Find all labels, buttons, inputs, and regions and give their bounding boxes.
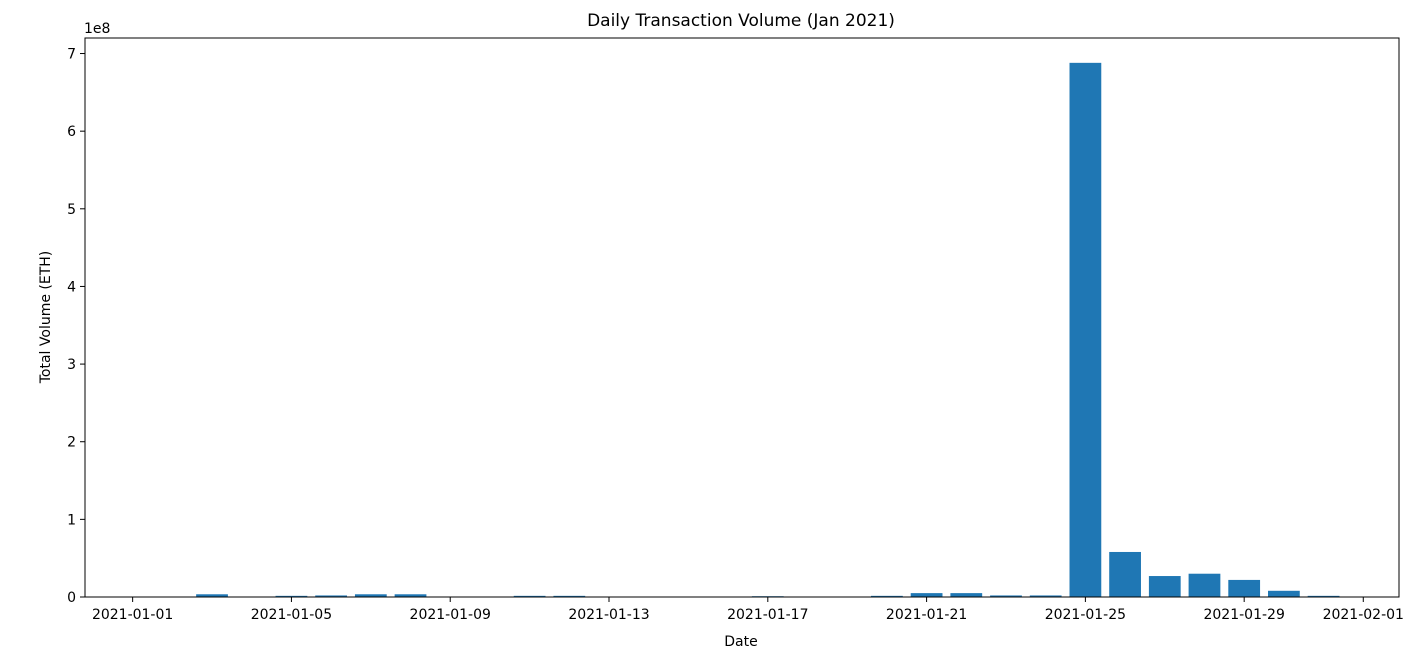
x-tick-label: 2021-01-05 (251, 607, 332, 623)
bar-2021-01-06 (315, 595, 348, 597)
x-tick-label: 2021-01-25 (1045, 607, 1126, 623)
y-tick-label: 7 (67, 47, 76, 63)
y-axis-label: Total Volume (ETH) (38, 251, 54, 385)
bar-2021-01-12 (553, 595, 586, 597)
plot-frame (84, 37, 1400, 598)
x-axis-label: Date (724, 634, 757, 650)
y-tick-label: 6 (67, 124, 76, 140)
y-tick-label: 2 (67, 435, 76, 451)
bar-2021-01-28 (1188, 573, 1221, 597)
bar-2021-01-11 (513, 595, 546, 597)
bar-2021-01-29 (1228, 579, 1261, 597)
y-tick-label: 1 (67, 512, 76, 528)
bar-2021-01-31 (1307, 595, 1340, 597)
bar-2021-01-03 (196, 594, 228, 597)
bar-2021-01-26 (1109, 551, 1141, 597)
bar-2021-01-05 (275, 595, 308, 597)
bar-2021-01-30 (1268, 590, 1300, 597)
x-tick-label: 2021-01-13 (568, 607, 649, 623)
bar-2021-01-24 (1029, 595, 1062, 597)
bar-2021-01-22 (950, 593, 983, 597)
x-tick-label: 2021-01-29 (1203, 607, 1284, 623)
y-tick-label: 5 (67, 202, 76, 218)
bar-series (196, 62, 1340, 597)
bar-2021-01-27 (1148, 576, 1181, 597)
bar-2021-01-07 (354, 594, 387, 597)
x-tick-label: 2021-02-01 (1323, 607, 1404, 623)
chart-title: Daily Transaction Volume (Jan 2021) (587, 11, 895, 31)
bar-2021-01-20 (871, 595, 903, 597)
x-tick-label: 2021-01-17 (727, 607, 808, 623)
x-axis: 2021-01-01 2021-01-05 2021-01-09 2021-01-13… (92, 597, 1404, 623)
bar-2021-01-08 (394, 594, 427, 597)
y-tick-label: 3 (67, 357, 76, 373)
y-axis-offset-label: 1e8 (84, 21, 110, 37)
bar-2021-01-25 (1069, 62, 1102, 597)
y-axis: 0 1 2 3 4 5 6 7 (67, 47, 85, 606)
x-tick-label: 2021-01-01 (92, 607, 173, 623)
y-tick-label: 0 (67, 590, 76, 606)
bar-2021-01-23 (990, 595, 1022, 597)
y-tick-label: 4 (67, 279, 76, 295)
x-tick-label: 2021-01-09 (410, 607, 491, 623)
bar-2021-01-21 (910, 593, 943, 597)
x-tick-label: 2021-01-21 (886, 607, 967, 623)
